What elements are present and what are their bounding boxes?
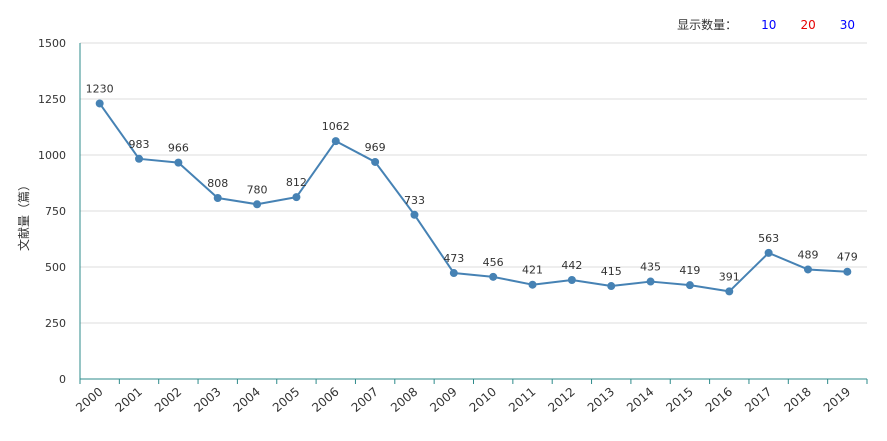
x-tick-label: 2001 — [113, 385, 145, 415]
data-label: 780 — [247, 183, 268, 196]
y-tick-label: 500 — [45, 261, 66, 274]
data-label: 808 — [207, 177, 228, 190]
x-tick-label: 2019 — [821, 385, 853, 415]
data-label: 812 — [286, 176, 307, 189]
x-tick-label: 2006 — [309, 385, 341, 415]
y-tick-label: 1000 — [38, 149, 66, 162]
x-tick-label: 2003 — [191, 385, 223, 415]
data-point[interactable] — [567, 275, 576, 284]
y-tick-label: 750 — [45, 205, 66, 218]
x-tick-label: 2008 — [388, 385, 420, 415]
data-point[interactable] — [410, 210, 419, 219]
count-option-20[interactable]: 20 — [800, 17, 816, 32]
series-line-layer — [98, 102, 848, 293]
x-tick-label: 2011 — [506, 385, 538, 415]
data-label: 563 — [758, 232, 779, 245]
x-tick-label: 2012 — [545, 385, 577, 415]
x-tick-label: 2015 — [663, 385, 695, 415]
data-point[interactable] — [213, 194, 222, 203]
count-option-10[interactable]: 10 — [761, 17, 777, 32]
data-point[interactable] — [843, 267, 852, 276]
data-label: 421 — [522, 264, 543, 277]
y-tick-labels: 0 250 500 750 1000 1250 1500 — [38, 37, 66, 386]
data-point[interactable] — [95, 99, 104, 108]
x-tick-label: 2009 — [427, 385, 459, 415]
x-tick-label: 2016 — [703, 385, 735, 415]
x-tick-label: 2007 — [349, 385, 381, 415]
data-point[interactable] — [725, 287, 734, 296]
display-count-label: 显示数量： — [677, 18, 738, 32]
count-option-30[interactable]: 30 — [839, 17, 855, 32]
y-axis-title: 文献量（篇） — [16, 179, 31, 251]
data-label: 391 — [719, 270, 740, 283]
data-point[interactable] — [764, 248, 773, 257]
data-label: 435 — [640, 261, 661, 274]
data-label: 456 — [483, 256, 504, 269]
x-tick-label: 2005 — [270, 385, 302, 415]
data-label: 473 — [443, 252, 464, 265]
data-point[interactable] — [331, 137, 340, 146]
data-label: 479 — [837, 251, 858, 264]
data-point[interactable] — [685, 281, 694, 290]
data-point[interactable] — [803, 265, 812, 274]
series-line — [98, 102, 848, 293]
x-tick-label: 2013 — [585, 385, 617, 415]
data-labels: 1230 983 966 808 780 812 1062 969 733 473 456 421 44… — [86, 82, 858, 283]
x-tick-label: 2004 — [231, 385, 263, 415]
x-tick-label: 2010 — [467, 385, 499, 415]
data-label: 1062 — [322, 120, 350, 133]
data-point[interactable] — [135, 154, 144, 163]
y-tick-label: 1250 — [38, 93, 66, 106]
data-label: 733 — [404, 194, 425, 207]
data-points — [95, 99, 852, 296]
y-tick-label: 1500 — [38, 37, 66, 50]
y-tick-label: 0 — [59, 373, 66, 386]
y-tick-label: 250 — [45, 317, 66, 330]
grid-lines — [80, 42, 867, 324]
x-tick-labels: 2000 2001 2002 2003 2004 2005 2006 2007 2008 2009… — [73, 385, 853, 415]
data-point[interactable] — [292, 193, 301, 202]
data-point[interactable] — [646, 277, 655, 286]
x-tick-label: 2017 — [742, 385, 774, 415]
data-label: 966 — [168, 142, 189, 155]
x-tick-label: 2000 — [73, 385, 105, 415]
data-point[interactable] — [174, 158, 183, 167]
x-tick-label: 2014 — [624, 385, 656, 415]
data-point[interactable] — [449, 269, 458, 278]
x-tick-label: 2018 — [782, 385, 814, 415]
data-point[interactable] — [253, 200, 262, 209]
data-point[interactable] — [371, 157, 380, 166]
data-label: 415 — [601, 265, 622, 278]
display-count-control: 显示数量： 10 20 30 — [677, 16, 867, 33]
data-label: 983 — [129, 138, 150, 151]
data-point[interactable] — [607, 282, 616, 291]
axes — [79, 43, 868, 384]
data-point[interactable] — [489, 272, 498, 281]
data-label: 419 — [679, 264, 700, 277]
data-point[interactable] — [528, 280, 537, 289]
data-label: 969 — [365, 141, 386, 154]
data-label: 442 — [561, 259, 582, 272]
x-tick-label: 2002 — [152, 385, 184, 415]
data-label: 1230 — [86, 82, 114, 95]
data-label: 489 — [797, 248, 818, 261]
